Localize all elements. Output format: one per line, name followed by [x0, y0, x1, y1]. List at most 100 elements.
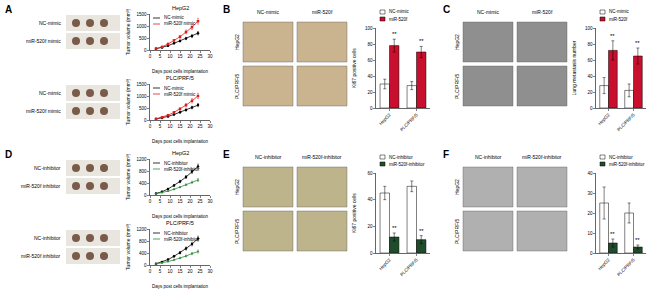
svg-text:NC-mimic: NC-mimic — [477, 9, 499, 15]
svg-text:Days post cells implantation: Days post cells implantation — [152, 284, 208, 289]
svg-text:10: 10 — [167, 124, 173, 129]
svg-text:**: ** — [419, 38, 424, 44]
svg-text:Tumor volume (mm³): Tumor volume (mm³) — [125, 78, 131, 125]
svg-text:0: 0 — [144, 48, 147, 53]
svg-text:HepG2: HepG2 — [597, 257, 611, 271]
svg-text:15: 15 — [177, 124, 183, 129]
svg-text:1200: 1200 — [136, 157, 147, 162]
svg-text:PLC/PRF/5: PLC/PRF/5 — [234, 73, 240, 99]
svg-text:15: 15 — [177, 199, 183, 204]
svg-text:20: 20 — [187, 269, 193, 274]
svg-text:PLC/PRF/5: PLC/PRF/5 — [454, 73, 460, 99]
svg-text:miR-520f mimic: miR-520f mimic — [26, 108, 61, 114]
svg-text:Days post cells implantation: Days post cells implantation — [152, 214, 208, 219]
svg-text:60: 60 — [587, 58, 593, 63]
svg-text:60: 60 — [367, 171, 373, 176]
svg-text:Ki67 positive cells: Ki67 positive cells — [351, 193, 357, 233]
svg-text:miR-520f mimic: miR-520f mimic — [164, 92, 196, 97]
svg-text:0: 0 — [370, 106, 373, 111]
svg-text:20: 20 — [367, 224, 373, 229]
svg-text:1200: 1200 — [136, 227, 147, 232]
svg-text:HepG2: HepG2 — [172, 5, 189, 11]
svg-text:PLC/PRF/5: PLC/PRF/5 — [616, 257, 636, 277]
svg-text:400: 400 — [139, 251, 147, 256]
svg-text:PLC/PRF/5: PLC/PRF/5 — [399, 112, 419, 132]
svg-text:0: 0 — [144, 193, 147, 198]
svg-text:Days post cells implantation: Days post cells implantation — [152, 139, 208, 144]
svg-text:miR-520f-inhibitor: miR-520f-inhibitor — [609, 162, 645, 167]
svg-text:15: 15 — [177, 54, 183, 59]
svg-text:100: 100 — [365, 26, 373, 31]
svg-text:A: A — [5, 4, 12, 15]
svg-text:**: ** — [635, 40, 640, 46]
svg-text:Tumor volume (mm³): Tumor volume (mm³) — [125, 8, 131, 55]
svg-text:Tumor volume (mm³): Tumor volume (mm³) — [125, 153, 131, 200]
svg-text:15: 15 — [177, 269, 183, 274]
svg-text:25: 25 — [197, 199, 203, 204]
svg-text:NC-mimic: NC-mimic — [609, 9, 629, 14]
svg-text:20: 20 — [367, 90, 373, 95]
svg-text:10: 10 — [167, 199, 173, 204]
svg-text:**: ** — [392, 31, 397, 37]
svg-text:25: 25 — [197, 124, 203, 129]
svg-text:0: 0 — [590, 106, 593, 111]
svg-text:800: 800 — [139, 169, 147, 174]
svg-text:0: 0 — [149, 124, 152, 129]
svg-text:0: 0 — [149, 54, 152, 59]
svg-text:miR-520f-inhibitor: miR-520f-inhibitor — [522, 154, 562, 160]
svg-text:1000: 1000 — [136, 24, 147, 29]
svg-text:Days post cells implantation: Days post cells implantation — [152, 69, 208, 74]
svg-text:NC-inhibitor: NC-inhibitor — [389, 155, 413, 160]
svg-text:5: 5 — [159, 269, 162, 274]
svg-text:20: 20 — [587, 90, 593, 95]
svg-text:NC-inhibitor: NC-inhibitor — [475, 154, 502, 160]
svg-text:0: 0 — [144, 118, 147, 123]
svg-text:5: 5 — [159, 199, 162, 204]
svg-text:miR-520f-inhibitor: miR-520f-inhibitor — [164, 237, 200, 242]
svg-text:miR-520f: miR-520f — [532, 9, 553, 15]
svg-text:60: 60 — [367, 58, 373, 63]
svg-text:HepG2: HepG2 — [378, 112, 392, 126]
svg-text:80: 80 — [367, 42, 373, 47]
svg-text:miR-520f mimic: miR-520f mimic — [164, 21, 196, 26]
svg-text:NC-inhibitor: NC-inhibitor — [34, 165, 61, 171]
svg-text:**: ** — [610, 33, 615, 39]
svg-text:0: 0 — [590, 251, 593, 256]
svg-text:**: ** — [635, 237, 640, 243]
svg-text:NC-mimic: NC-mimic — [164, 15, 184, 20]
svg-text:5: 5 — [159, 54, 162, 59]
svg-text:PLC/PRF/5: PLC/PRF/5 — [166, 220, 194, 226]
svg-text:1500: 1500 — [136, 82, 147, 87]
svg-text:10: 10 — [587, 231, 593, 236]
svg-text:miR-520f mimic: miR-520f mimic — [26, 38, 61, 44]
svg-text:PLC/PRF/5: PLC/PRF/5 — [234, 218, 240, 244]
svg-text:25: 25 — [197, 54, 203, 59]
svg-text:30: 30 — [587, 191, 593, 196]
svg-text:10: 10 — [167, 269, 173, 274]
svg-text:30: 30 — [207, 124, 213, 129]
svg-text:NC-mimic: NC-mimic — [164, 86, 184, 91]
svg-text:0: 0 — [144, 263, 147, 268]
svg-text:40: 40 — [587, 74, 593, 79]
svg-text:**: ** — [392, 225, 397, 231]
svg-text:miR-520f-inhibitor: miR-520f-inhibitor — [164, 167, 200, 172]
svg-text:PLC/PRF/5: PLC/PRF/5 — [454, 218, 460, 244]
svg-text:NC-inhibitor: NC-inhibitor — [34, 235, 61, 241]
svg-text:30: 30 — [207, 54, 213, 59]
svg-text:40: 40 — [367, 74, 373, 79]
svg-text:NC-inhibitor: NC-inhibitor — [255, 154, 282, 160]
svg-text:20: 20 — [187, 124, 193, 129]
svg-text:5: 5 — [159, 124, 162, 129]
svg-text:PLC/PRF/5: PLC/PRF/5 — [166, 75, 194, 81]
svg-text:20: 20 — [587, 211, 593, 216]
svg-text:0: 0 — [149, 269, 152, 274]
svg-text:B: B — [223, 4, 230, 15]
svg-text:E: E — [223, 149, 230, 160]
svg-text:**: ** — [610, 231, 615, 237]
svg-text:PLC/PRF/5: PLC/PRF/5 — [616, 112, 636, 132]
svg-text:NC-mimic: NC-mimic — [389, 9, 409, 14]
svg-text:HepG2: HepG2 — [454, 179, 460, 195]
svg-text:miR-520f inhibitor: miR-520f inhibitor — [21, 253, 61, 259]
svg-text:NC-inhibitor: NC-inhibitor — [609, 155, 633, 160]
svg-text:miR-520f: miR-520f — [389, 17, 408, 22]
